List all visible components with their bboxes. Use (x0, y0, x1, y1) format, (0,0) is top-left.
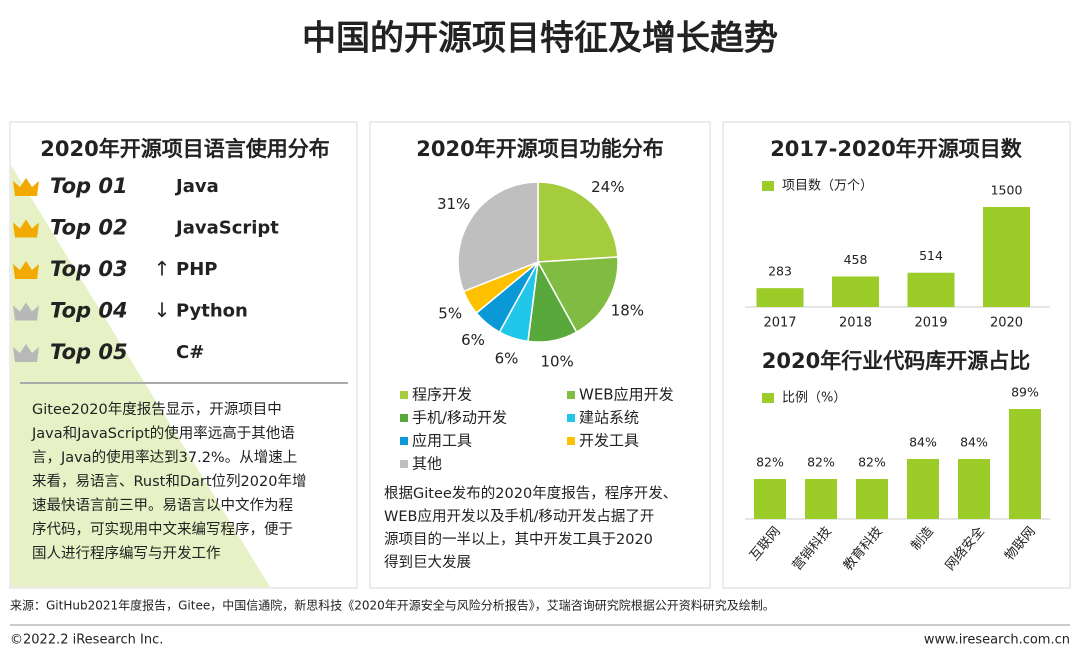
legend-label: 手机/移动开发 (412, 409, 507, 427)
legend-swatch (567, 391, 575, 399)
pie-slice (457, 181, 539, 293)
pie-label: 6% (461, 331, 485, 349)
legend-swatch (400, 460, 408, 468)
legend-label: 程序开发 (412, 386, 472, 404)
bar (805, 479, 837, 519)
crown-icon (13, 261, 39, 279)
chart-title: 2017-2020年开源项目数 (770, 137, 1023, 161)
ranking-text: 序代码，可实现用中文来编写程序，便于 (32, 521, 293, 538)
ranking-title: 2020年开源项目语言使用分布 (40, 137, 329, 161)
x-tick-label: 2017 (763, 316, 796, 331)
pie-note: 源项目的一半以上，其中开发工具于2020 (384, 531, 653, 548)
legend-label: 比例（%） (782, 391, 846, 406)
bar (907, 272, 955, 307)
bar (754, 479, 786, 519)
legend-swatch (762, 393, 774, 403)
value-label: 84% (909, 435, 937, 450)
rank-label: Top 02 (50, 216, 128, 240)
legend-label: 开发工具 (579, 432, 639, 450)
pie-label: 5% (438, 304, 462, 322)
legend-label: 项目数（万个） (782, 179, 873, 194)
ranking-text: 速最快语言前三甲。易语言以中文作为程 (32, 497, 293, 514)
pie-label: 6% (495, 350, 519, 368)
rank-label: Top 05 (50, 340, 128, 364)
value-label: 82% (756, 455, 784, 470)
x-tick-label: 2020 (990, 316, 1023, 331)
legend-swatch (567, 437, 575, 445)
trend-arrow: ↑ (154, 257, 171, 281)
bar (983, 207, 1030, 307)
x-tick-label: 2019 (914, 316, 947, 331)
crown-icon (13, 219, 39, 238)
language-name: PHP (176, 259, 217, 280)
source: 来源：GitHub2021年度报告，Gitee，中国信通院，新思科技《2020年… (10, 598, 775, 613)
pie-label: 31% (437, 195, 470, 213)
footer-right: www.iresearch.com.cn (924, 633, 1070, 648)
pie-label: 24% (591, 178, 624, 196)
pie-label: 10% (540, 353, 573, 371)
bar (907, 459, 939, 519)
bar (958, 459, 990, 519)
pie-slice (537, 181, 619, 263)
ranking-text: Gitee2020年度报告显示，开源项目中 (32, 401, 282, 418)
bar (756, 288, 804, 307)
bar (832, 276, 879, 307)
legend-swatch (762, 181, 774, 191)
ranking-text: 言，Java的使用率达到37.2%。从增速上 (32, 449, 297, 466)
footer-left: ©2022.2 iResearch Inc. (10, 633, 163, 648)
language-name: Python (176, 301, 248, 322)
crown-icon (13, 302, 39, 321)
value-label: 458 (844, 252, 868, 267)
legend-label: 其他 (412, 455, 442, 473)
rank-label: Top 03 (50, 257, 128, 281)
language-name: JavaScript (174, 218, 279, 239)
value-label: 82% (858, 455, 886, 470)
legend-label: 建站系统 (579, 409, 639, 427)
pie-slice (536, 256, 619, 334)
crown-icon (13, 344, 39, 362)
rank-label: Top 04 (50, 299, 128, 323)
value-label: 89% (1011, 385, 1039, 400)
value-label: 84% (960, 435, 988, 450)
value-label: 283 (768, 264, 792, 279)
pie-note: WEB应用开发以及手机/移动开发占据了开 (384, 507, 654, 525)
value-label: 514 (919, 248, 943, 263)
legend-swatch (400, 437, 408, 445)
page-title: 中国的开源项目特征及增长趋势 (302, 19, 778, 59)
legend-swatch (567, 414, 575, 422)
chart-title: 2020年开源项目功能分布 (416, 137, 663, 161)
trend-arrow: ↓ (154, 298, 171, 322)
legend-label: WEB应用开发 (579, 386, 674, 404)
ranking-text: Java和JavaScript的使用率远高于其他语 (31, 425, 295, 442)
legend-label: 应用工具 (412, 432, 472, 450)
legend-swatch (400, 391, 408, 399)
ranking-text: 来看，易语言、Rust和Dart位列2020年增 (32, 473, 306, 490)
crown-icon (13, 178, 39, 196)
ranking-text: 国人进行程序编写与开发工作 (32, 545, 221, 562)
language-name: C# (176, 342, 204, 363)
value-label: 82% (807, 455, 835, 470)
value-label: 1500 (991, 183, 1023, 198)
pie-note: 得到巨大发展 (384, 554, 471, 571)
bar (856, 479, 888, 519)
language-name: Java (174, 176, 219, 197)
rank-label: Top 01 (50, 174, 128, 198)
pie-note: 根据Gitee发布的2020年度报告，程序开发、 (384, 485, 677, 502)
decor-triangle (11, 165, 270, 587)
x-tick-label: 2018 (839, 316, 872, 331)
legend-swatch (400, 414, 408, 422)
pie-label: 18% (611, 302, 644, 320)
bar (1009, 409, 1041, 519)
chart-title: 2020年行业代码库开源占比 (762, 349, 1030, 373)
